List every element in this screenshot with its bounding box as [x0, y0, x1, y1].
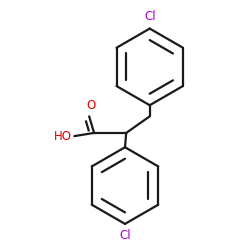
Text: HO: HO — [54, 130, 72, 142]
Text: Cl: Cl — [119, 229, 131, 242]
Text: Cl: Cl — [144, 10, 156, 23]
Text: O: O — [86, 99, 96, 112]
